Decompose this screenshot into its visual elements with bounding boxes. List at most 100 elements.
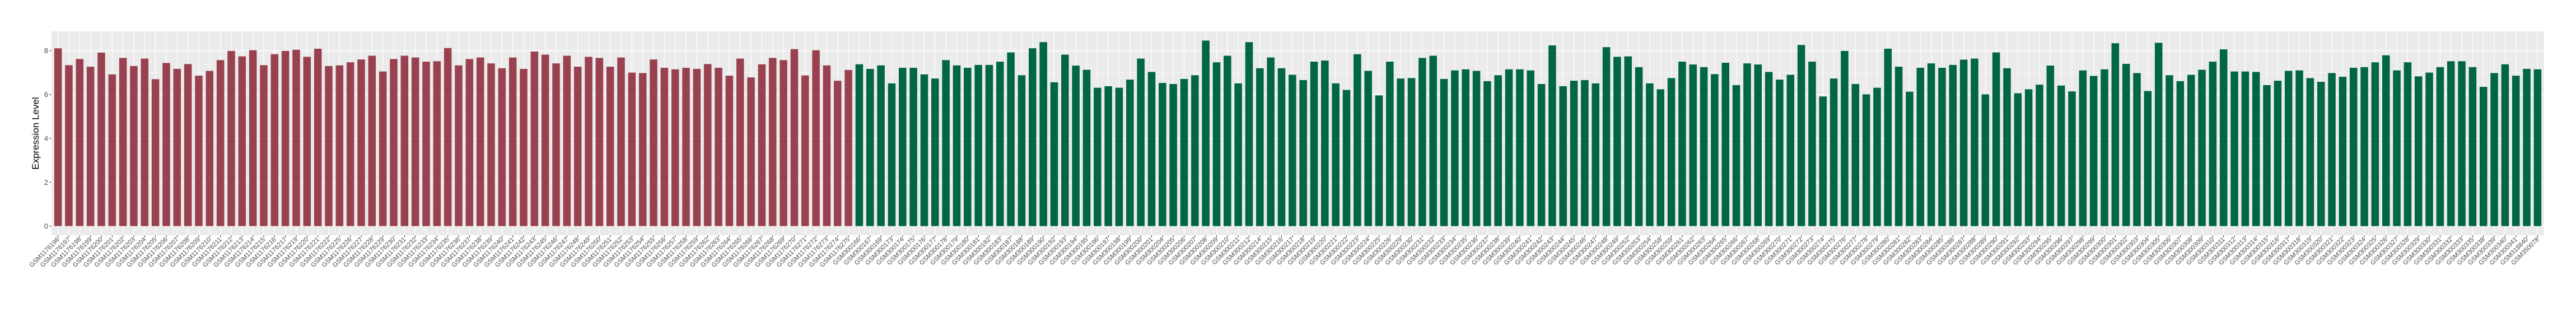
- bar: [2274, 81, 2282, 226]
- bar: [2133, 73, 2141, 226]
- bar: [1841, 50, 1849, 226]
- bar: [325, 66, 333, 226]
- bar: [1732, 85, 1740, 226]
- bar: [173, 68, 181, 226]
- bar: [2024, 89, 2033, 226]
- bar: [1743, 63, 1751, 226]
- bar: [725, 76, 734, 226]
- bar: [1310, 62, 1318, 226]
- bar: [1646, 83, 1654, 226]
- bar: [2046, 66, 2055, 226]
- bar: [1548, 45, 1556, 226]
- bar: [1830, 78, 1838, 226]
- bar: [1894, 67, 1903, 226]
- bar: [1873, 87, 1881, 226]
- bar: [400, 55, 409, 226]
- bar: [1267, 57, 1275, 226]
- bar: [2068, 91, 2076, 226]
- bar: [790, 49, 799, 226]
- bar: [54, 48, 62, 226]
- bar: [1147, 72, 1156, 226]
- bar: [715, 67, 722, 226]
- bar: [2490, 73, 2498, 226]
- bar: [1007, 52, 1015, 226]
- bar: [1245, 42, 1253, 226]
- bar: [1126, 80, 1134, 226]
- bar: [1137, 58, 1145, 226]
- bar: [1224, 55, 1231, 226]
- bar: [151, 79, 160, 226]
- bar: [2003, 68, 2011, 226]
- bar: [1191, 75, 1199, 226]
- bar: [119, 58, 127, 226]
- bar: [747, 77, 755, 226]
- bar: [2360, 67, 2368, 226]
- bar: [780, 60, 787, 226]
- bar: [2209, 62, 2217, 226]
- bar: [2501, 64, 2509, 226]
- bar: [855, 64, 864, 226]
- bar: [898, 67, 907, 226]
- bar: [823, 65, 831, 226]
- bar: [1061, 54, 1069, 226]
- bar: [357, 59, 365, 226]
- bar: [1754, 64, 1762, 226]
- bar: [1711, 74, 1719, 226]
- bar: [1462, 69, 1469, 226]
- bar: [314, 48, 322, 226]
- bar: [76, 59, 84, 226]
- bar: [844, 69, 852, 226]
- bar: [444, 48, 452, 226]
- bar: [1613, 57, 1621, 226]
- bar: [260, 65, 268, 226]
- bar: [2523, 68, 2531, 226]
- bar: [1050, 82, 1058, 226]
- bar: [422, 62, 430, 226]
- bar: [1678, 62, 1686, 226]
- bar: [801, 75, 809, 226]
- bar: [2404, 62, 2412, 226]
- bar: [2468, 67, 2477, 226]
- bar: [736, 58, 744, 226]
- bar: [238, 56, 246, 226]
- bar: [2111, 43, 2120, 226]
- bar: [530, 52, 539, 226]
- bar: [877, 65, 885, 226]
- bar: [1635, 67, 1643, 226]
- bar: [812, 50, 820, 226]
- bar: [1765, 72, 1773, 226]
- bar: [2036, 85, 2043, 226]
- bar: [1029, 48, 1037, 226]
- bar: [249, 50, 257, 226]
- bar: [1981, 94, 1990, 226]
- bar: [703, 64, 712, 226]
- bar: [2230, 71, 2238, 226]
- bar: [2414, 76, 2423, 226]
- bar: [2101, 69, 2108, 226]
- bar: [487, 63, 495, 226]
- bar: [606, 67, 614, 226]
- bar: [162, 63, 170, 226]
- bar: [1537, 83, 1546, 226]
- bar: [2393, 70, 2401, 226]
- bar: [638, 73, 647, 226]
- bar: [563, 55, 571, 226]
- bar: [2176, 81, 2185, 226]
- y-tick-label: 4: [44, 134, 48, 143]
- bar: [1700, 67, 1708, 226]
- bar: [368, 55, 376, 226]
- bar: [1949, 64, 1957, 226]
- bar: [628, 72, 636, 226]
- bar: [1321, 61, 1329, 226]
- bar: [108, 74, 116, 226]
- bar: [1104, 86, 1112, 226]
- bar: [2089, 76, 2098, 226]
- bar: [1397, 78, 1404, 226]
- bar: [65, 65, 73, 226]
- bar: [974, 64, 982, 226]
- bar: [2263, 85, 2271, 226]
- bar: [1039, 42, 1047, 226]
- bar: [573, 67, 582, 226]
- bar: [866, 68, 874, 226]
- y-axis-title: Expression Level: [30, 97, 41, 169]
